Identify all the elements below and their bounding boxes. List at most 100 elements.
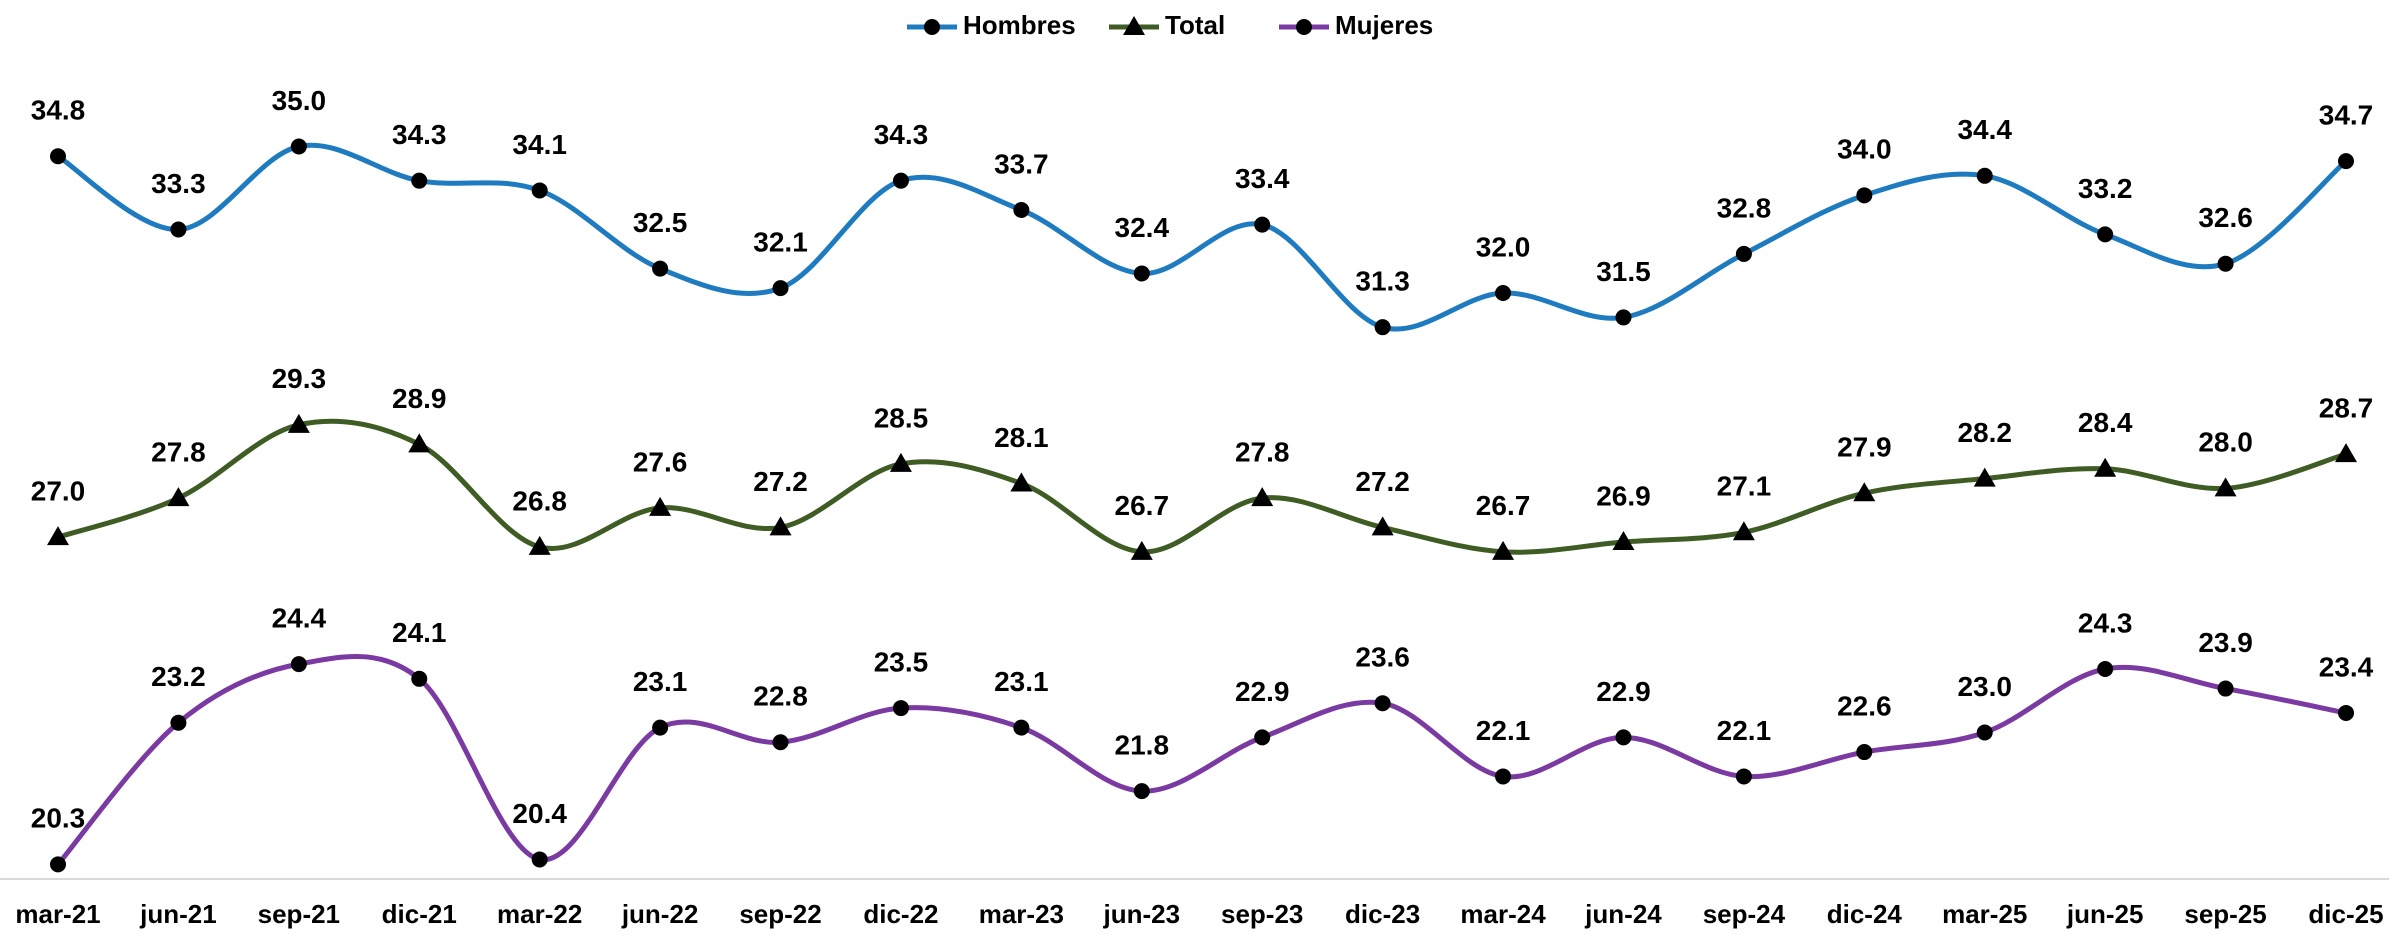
- data-point: [170, 221, 187, 238]
- x-tick-label: jun-21: [139, 899, 217, 929]
- legend-marker: [1123, 16, 1145, 35]
- x-tick-label: jun-25: [2066, 899, 2144, 929]
- legend-marker: [1296, 19, 1312, 35]
- data-point: [892, 172, 909, 189]
- data-label: 24.4: [272, 603, 327, 634]
- data-label: 28.1: [994, 422, 1049, 453]
- data-label: 23.6: [1355, 642, 1410, 673]
- data-point: [411, 670, 428, 687]
- data-point: [2214, 477, 2237, 497]
- data-label: 22.1: [1717, 715, 1772, 746]
- x-tick-label: mar-23: [979, 899, 1064, 929]
- data-point: [287, 413, 310, 433]
- data-point: [1251, 487, 1274, 507]
- x-tick-label: mar-25: [1942, 899, 2027, 929]
- data-label: 32.6: [2198, 202, 2253, 233]
- data-point: [1612, 531, 1635, 551]
- x-tick-label: dic-25: [2308, 899, 2383, 929]
- data-label: 23.1: [633, 666, 688, 697]
- data-label: 28.7: [2319, 393, 2374, 424]
- x-tick-label: dic-22: [863, 899, 938, 929]
- data-label: 34.1: [512, 129, 567, 160]
- data-point: [652, 260, 669, 277]
- data-point: [1615, 309, 1632, 326]
- data-point: [411, 172, 428, 189]
- data-point: [531, 182, 548, 199]
- data-label: 22.9: [1235, 676, 1290, 707]
- data-label: 33.2: [2078, 173, 2133, 204]
- data-point: [1735, 245, 1752, 262]
- data-point: [290, 138, 307, 155]
- data-point: [408, 433, 431, 453]
- data-point: [892, 700, 909, 717]
- data-label: 27.2: [753, 466, 808, 497]
- data-point: [1856, 187, 1873, 204]
- data-label: 32.4: [1115, 212, 1170, 243]
- data-label: 22.1: [1476, 715, 1531, 746]
- data-label: 20.3: [31, 803, 86, 834]
- data-point: [1010, 472, 1033, 492]
- x-tick-label: sep-22: [739, 899, 821, 929]
- data-point: [2338, 153, 2354, 170]
- data-label: 26.8: [512, 485, 567, 516]
- data-point: [1130, 540, 1153, 560]
- data-point: [1735, 768, 1752, 785]
- data-point: [50, 148, 66, 165]
- data-point: [772, 734, 789, 751]
- x-tick-label: sep-25: [2184, 899, 2266, 929]
- data-label: 23.1: [994, 666, 1049, 697]
- data-label: 32.5: [633, 207, 688, 238]
- x-tick-label: sep-23: [1221, 899, 1303, 929]
- data-label: 28.2: [1957, 417, 2012, 448]
- data-label: 34.3: [392, 119, 447, 150]
- data-label: 23.5: [874, 646, 929, 677]
- data-point: [1133, 265, 1150, 282]
- x-tick-label: dic-23: [1345, 899, 1420, 929]
- data-point: [1492, 540, 1515, 560]
- data-point: [2217, 680, 2234, 697]
- data-point: [47, 526, 69, 546]
- x-tick-label: sep-24: [1703, 899, 1786, 929]
- data-label: 34.3: [874, 119, 929, 150]
- data-point: [50, 856, 66, 873]
- data-point: [1856, 744, 1873, 761]
- series-line: [57, 418, 2347, 555]
- data-label: 32.0: [1476, 231, 1531, 262]
- data-point: [1254, 729, 1271, 746]
- x-tick-label: mar-24: [1460, 899, 1546, 929]
- data-point: [889, 452, 912, 472]
- data-label: 23.0: [1957, 671, 2012, 702]
- data-label: 24.1: [392, 617, 447, 648]
- x-tick-label: jun-24: [1584, 899, 1662, 929]
- x-tick-label: mar-21: [15, 899, 100, 929]
- data-label: 32.1: [753, 227, 808, 258]
- data-point: [2094, 457, 2117, 477]
- data-point: [772, 280, 789, 297]
- data-point: [1732, 521, 1755, 541]
- data-label: 23.4: [2319, 651, 2374, 682]
- data-label: 31.3: [1355, 266, 1410, 297]
- legend-marker: [924, 19, 940, 35]
- data-label: 34.4: [1957, 114, 2012, 145]
- data-label: 24.3: [2078, 607, 2133, 638]
- data-point: [1254, 216, 1271, 233]
- data-label: 31.5: [1596, 256, 1651, 287]
- data-label: 27.2: [1355, 466, 1410, 497]
- data-point: [1374, 695, 1391, 712]
- data-label: 35.0: [272, 85, 327, 116]
- data-point: [1973, 467, 1996, 487]
- data-label: 27.8: [1235, 436, 1290, 467]
- data-label: 33.7: [994, 148, 1049, 179]
- data-point: [167, 487, 190, 507]
- data-point: [2217, 255, 2234, 272]
- data-point: [652, 719, 669, 736]
- data-point: [531, 851, 548, 868]
- legend-label: Total: [1165, 10, 1225, 40]
- data-label: 26.7: [1115, 490, 1170, 521]
- data-label: 27.1: [1717, 471, 1772, 502]
- data-point: [170, 714, 187, 731]
- data-point: [1371, 516, 1394, 536]
- data-label: 20.4: [512, 798, 567, 829]
- data-label: 22.6: [1837, 690, 1892, 721]
